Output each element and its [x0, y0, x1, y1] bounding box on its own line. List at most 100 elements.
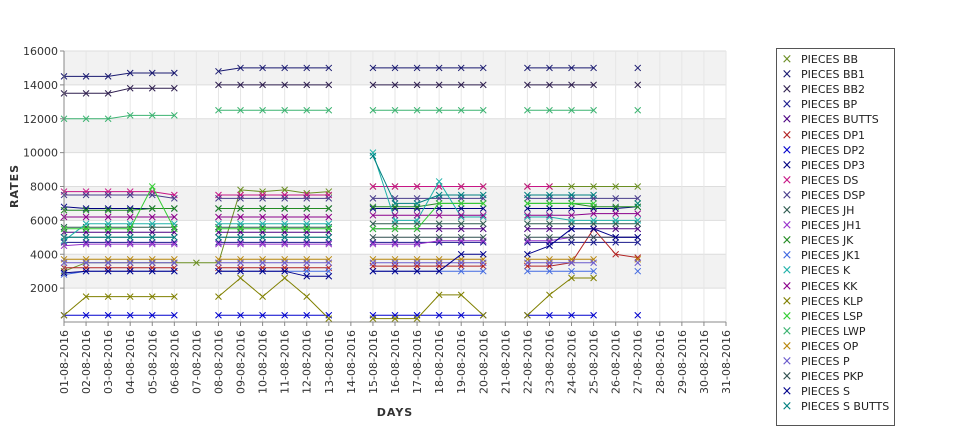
data-point	[170, 225, 178, 233]
data-point	[546, 183, 553, 190]
data-point	[237, 205, 244, 212]
data-point	[369, 81, 377, 89]
data-point	[634, 259, 642, 267]
data-point	[479, 233, 487, 241]
data-point	[546, 106, 553, 114]
legend-label: PIECES BB2	[801, 83, 866, 97]
data-point	[479, 183, 487, 190]
data-point	[303, 195, 311, 202]
data-point	[170, 311, 178, 319]
axes	[60, 50, 727, 326]
data-point	[590, 81, 597, 89]
data-point	[237, 64, 244, 72]
data-point	[259, 220, 266, 228]
legend-label: PIECES DP2	[801, 143, 866, 157]
data-point	[215, 213, 222, 221]
x-tick-label: 06-08-2016	[168, 330, 181, 394]
data-point	[325, 272, 333, 280]
data-point	[259, 233, 266, 241]
data-point	[391, 267, 399, 275]
data-point	[634, 233, 642, 241]
data-point	[259, 106, 266, 114]
data-point	[303, 259, 311, 267]
data-point	[170, 240, 178, 248]
data-point	[391, 225, 399, 233]
data-point	[524, 259, 531, 267]
data-point	[148, 293, 156, 300]
data-point	[568, 311, 575, 319]
x-tick-label: 07-08-2016	[190, 330, 203, 394]
data-point	[104, 73, 112, 80]
data-point	[391, 211, 399, 219]
data-point	[126, 213, 134, 221]
legend-label: PIECES K	[801, 264, 851, 278]
data-point	[546, 259, 553, 267]
legend-marker-icon: ×	[781, 172, 793, 188]
data-point	[215, 240, 222, 248]
series-line	[64, 213, 638, 218]
data-point	[435, 220, 443, 228]
data-point	[369, 106, 377, 114]
data-point	[325, 64, 333, 72]
data-point	[457, 81, 465, 89]
data-point	[104, 220, 112, 228]
x-tick-label: 16-08-2016	[389, 330, 402, 394]
data-point	[369, 267, 377, 275]
data-point	[413, 315, 421, 322]
data-point	[391, 81, 399, 89]
data-point	[457, 291, 465, 299]
data-point	[457, 205, 465, 212]
data-point	[369, 211, 377, 219]
data-point	[524, 183, 531, 190]
data-point	[126, 267, 134, 275]
legend-label: PIECES S	[801, 385, 850, 399]
x-tick-label: 29-08-2016	[676, 330, 689, 394]
data-point	[148, 220, 156, 228]
data-point	[413, 259, 421, 267]
legend-marker-icon: ×	[781, 278, 793, 294]
legend-marker-icon: ×	[781, 384, 793, 400]
data-point	[634, 267, 642, 275]
data-point	[126, 240, 134, 248]
data-point	[612, 250, 620, 258]
data-point	[590, 106, 597, 114]
data-point	[568, 217, 575, 224]
data-point	[634, 81, 642, 89]
data-point	[126, 84, 134, 92]
data-point	[568, 205, 575, 212]
data-point	[281, 64, 289, 72]
x-tick-label: 25-08-2016	[588, 330, 601, 394]
data-point	[413, 200, 421, 207]
data-point	[413, 183, 421, 190]
data-point	[281, 205, 289, 212]
data-point	[568, 267, 575, 275]
data-point	[413, 233, 421, 241]
legend-item: × PIECES BB1	[777, 67, 895, 82]
legend-label: PIECES KLP	[801, 294, 863, 308]
data-point	[612, 203, 620, 211]
data-point	[590, 64, 597, 72]
legend-label: PIECES LSP	[801, 309, 863, 323]
data-point	[237, 233, 244, 241]
data-point	[148, 311, 156, 319]
y-tick-label: 4000	[30, 248, 58, 261]
data-point	[281, 240, 289, 248]
data-point	[148, 233, 156, 241]
data-point	[237, 225, 244, 233]
legend-marker-icon: ×	[781, 369, 793, 385]
legend-item: × PIECES DS	[777, 173, 895, 188]
data-point	[391, 195, 399, 202]
data-point	[104, 225, 112, 233]
data-point	[524, 250, 531, 258]
data-point	[82, 213, 90, 221]
legend-item: × PIECES LWP	[777, 324, 895, 339]
data-point	[612, 195, 620, 202]
legend-marker-icon: ×	[781, 82, 793, 98]
data-point	[391, 233, 399, 241]
data-point	[237, 186, 244, 194]
data-point	[413, 267, 421, 275]
legend-item: × PIECES OP	[777, 339, 895, 354]
data-point	[568, 106, 575, 114]
y-tick-label: 12000	[23, 113, 58, 126]
data-point	[259, 205, 266, 212]
